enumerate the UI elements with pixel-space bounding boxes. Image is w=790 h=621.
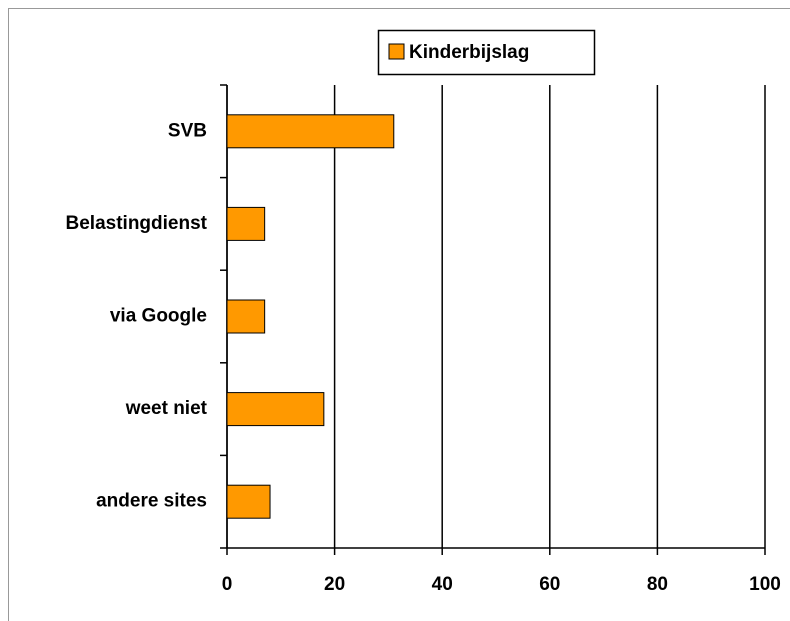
x-tick-label: 20 [324,574,345,595]
legend-swatch [388,43,405,60]
legend-label: Kinderbijslag [409,42,529,63]
legend-box [377,29,596,76]
x-tick-label: 40 [432,574,453,595]
chart-frame [8,8,790,621]
bar [226,392,325,427]
x-tick-label: 0 [222,574,233,595]
y-tick-label: andere sites [96,491,207,512]
x-tick-label: 100 [749,574,781,595]
x-tick-label: 60 [539,574,560,595]
bar [226,206,266,241]
y-tick-label: SVB [168,120,207,141]
y-tick-label: via Google [110,306,207,327]
y-tick-label: Belastingdienst [66,213,208,234]
bar [226,114,395,149]
y-tick-label: weet niet [125,398,208,419]
x-tick-label: 80 [647,574,668,595]
bar [226,299,266,334]
bar [226,484,271,519]
